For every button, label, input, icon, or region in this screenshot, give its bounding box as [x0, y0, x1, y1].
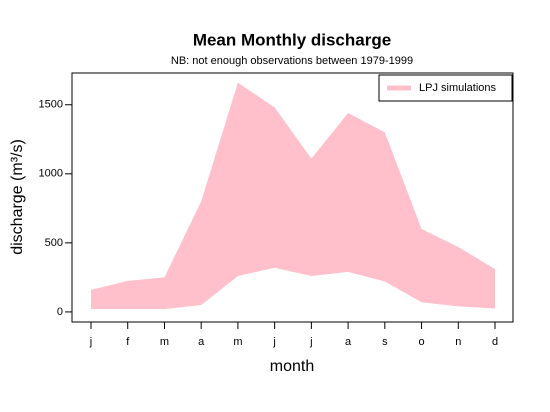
x-tick-label: a	[198, 336, 205, 348]
x-tick-label: j	[89, 336, 92, 348]
x-axis-label: month	[270, 358, 314, 375]
x-tick-label: f	[126, 336, 130, 348]
y-tick-label: 500	[45, 237, 63, 249]
x-tick-label: n	[455, 336, 461, 348]
x-tick-label: s	[382, 336, 388, 348]
y-tick-label: 1500	[39, 99, 63, 111]
y-axis-label: discharge (m³/s)	[9, 139, 26, 255]
x-tick-label: j	[309, 336, 312, 348]
y-tick-label: 0	[57, 306, 63, 318]
chart-subtitle: NB: not enough observations between 1979…	[171, 55, 413, 67]
legend-label: LPJ simulations	[419, 82, 497, 94]
x-tick-label: d	[492, 336, 498, 348]
chart-title: Mean Monthly discharge	[193, 30, 391, 49]
plot-frame	[71, 72, 514, 323]
x-tick-label: m	[160, 336, 169, 348]
x-tick-label: a	[345, 336, 352, 348]
range-band	[91, 82, 495, 310]
x-tick-label: j	[272, 336, 275, 348]
x-tick-label: o	[418, 336, 424, 348]
x-tick-label: m	[233, 336, 242, 348]
legend-box	[378, 74, 513, 102]
y-tick-label: 1000	[39, 168, 63, 180]
